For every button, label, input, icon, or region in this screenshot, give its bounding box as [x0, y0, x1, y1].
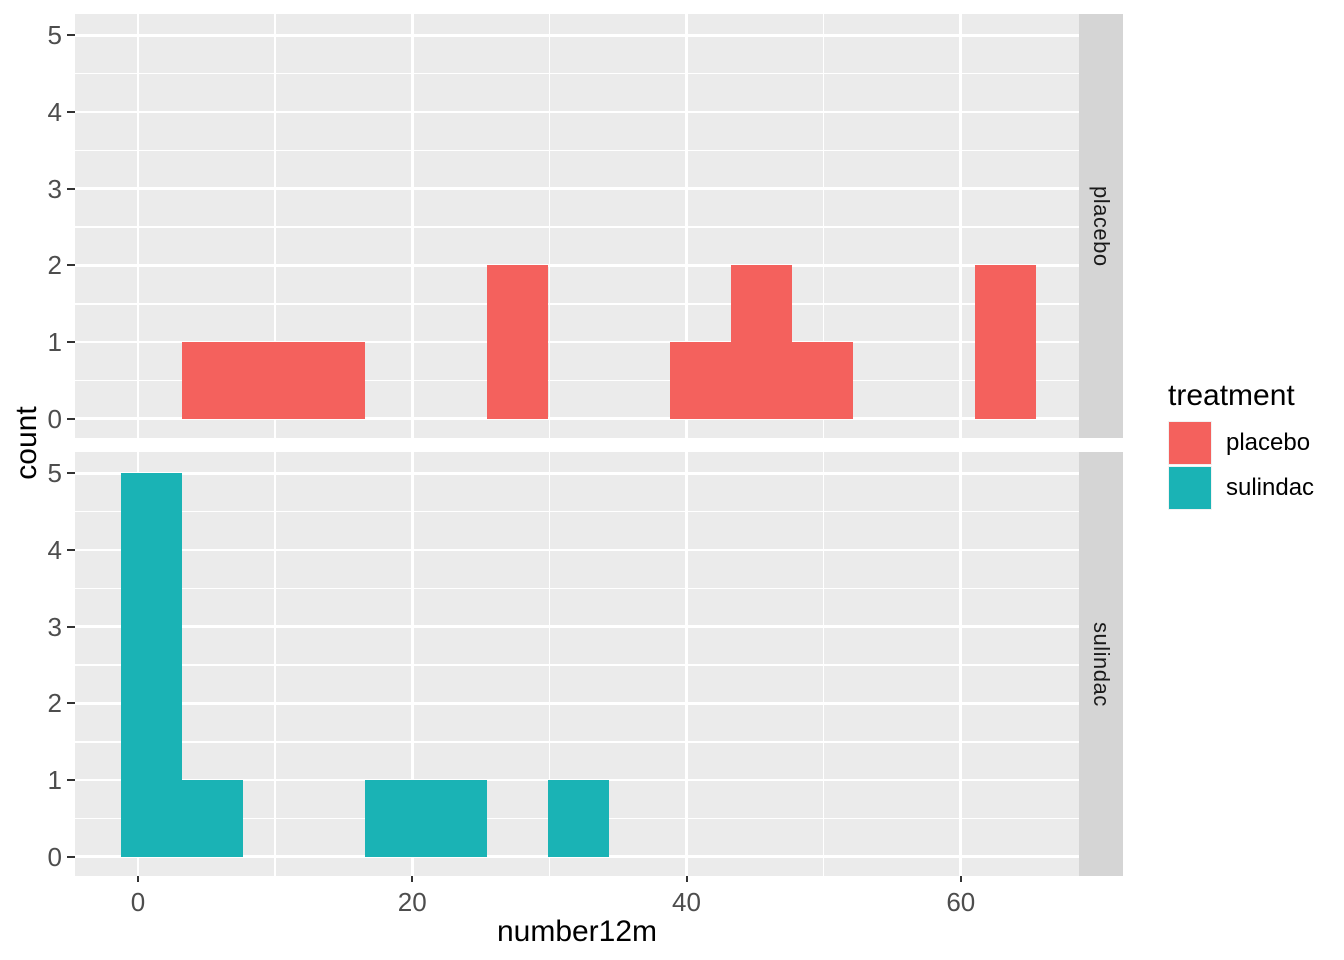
y-tick-mark [67, 111, 75, 114]
y-tick-label: 4 [47, 535, 62, 566]
facet-strip-sulindac: sulindac [1079, 452, 1123, 876]
y-axis-title: count [10, 406, 43, 480]
y-tick-mark [67, 472, 75, 475]
x-tick-mark [136, 876, 139, 882]
gridline-major-x [959, 14, 963, 438]
gridline-minor-x [274, 14, 276, 438]
gridline-major-y [75, 548, 1079, 552]
gridline-minor-y [75, 741, 1079, 743]
y-tick-mark [67, 779, 75, 782]
gridline-major-y [75, 110, 1079, 114]
gridline-major-x [410, 452, 414, 876]
legend-key-placebo [1168, 420, 1212, 465]
legend-swatch-placebo [1169, 421, 1211, 464]
y-tick-label: 4 [47, 97, 62, 128]
histogram-bar [181, 780, 243, 857]
y-tick-label: 5 [47, 20, 62, 51]
facet-strip-label: sulindac [1089, 621, 1114, 707]
histogram-bar [120, 473, 182, 857]
gridline-major-x [685, 452, 688, 876]
gridline-major-y [75, 34, 1079, 37]
gridline-minor-x [548, 452, 551, 876]
histogram-bar [181, 342, 243, 419]
y-tick-mark [67, 855, 75, 858]
y-tick-label: 0 [47, 841, 62, 872]
y-tick-label: 1 [47, 327, 62, 358]
gridline-minor-x [822, 14, 825, 438]
gridline-minor-y [75, 303, 1079, 305]
legend-item-placebo: placebo [1168, 420, 1314, 465]
histogram-bar [975, 265, 1037, 419]
y-tick-label: 5 [47, 458, 62, 489]
y-tick-mark [67, 625, 75, 628]
histogram-bar [792, 342, 854, 419]
gridline-major-y [75, 264, 1079, 267]
legend: treatment placebo sulindac [1168, 381, 1314, 510]
gridline-minor-y [75, 149, 1079, 152]
y-tick-mark [67, 187, 75, 190]
y-tick-label: 3 [47, 611, 62, 642]
gridline-major-y [75, 417, 1079, 421]
gridline-minor-y [75, 226, 1079, 228]
x-tick-label: 0 [130, 887, 146, 917]
x-axis-title: number12m [496, 915, 658, 948]
gridline-major-x [410, 14, 414, 438]
histogram-bar [547, 780, 609, 857]
gridline-minor-x [548, 14, 551, 438]
histogram-bar [242, 342, 304, 419]
y-tick-mark [67, 34, 75, 37]
gridline-minor-x [274, 452, 276, 876]
y-tick-mark [67, 549, 75, 552]
y-tick-label: 2 [47, 250, 62, 281]
histogram-bar [670, 342, 732, 419]
y-tick-mark [67, 702, 75, 705]
gridline-minor-x [822, 452, 825, 876]
gridline-minor-y [75, 587, 1079, 590]
x-tick-label: 60 [946, 887, 976, 917]
y-tick-mark [67, 417, 75, 420]
histogram-bar [731, 265, 793, 419]
x-tick-label: 40 [672, 887, 701, 917]
gridline-major-y [75, 625, 1079, 629]
x-tick-mark [685, 876, 688, 882]
y-tick-mark [67, 264, 75, 267]
gridline-minor-y [75, 73, 1079, 75]
x-tick-mark [411, 876, 414, 882]
legend-title: treatment [1168, 379, 1295, 412]
facet-panel-sulindac [75, 452, 1079, 876]
histogram-bar [486, 265, 548, 419]
y-tick-label: 1 [47, 765, 62, 796]
facet-strip-label: placebo [1089, 185, 1114, 267]
legend-item-sulindac: sulindac [1168, 465, 1314, 510]
y-tick-label: 3 [47, 173, 62, 204]
facet-panel-placebo [75, 14, 1079, 438]
gridline-minor-y [75, 511, 1079, 513]
gridline-major-x [136, 14, 140, 438]
facet-strip-placebo: placebo [1079, 14, 1123, 438]
histogram-bar [364, 780, 426, 857]
y-tick-mark [67, 341, 75, 344]
gridline-minor-y [75, 664, 1079, 666]
gridline-major-y [75, 702, 1079, 705]
gridline-major-x [959, 452, 963, 876]
y-tick-label: 0 [47, 403, 62, 434]
x-tick-mark [959, 876, 962, 882]
histogram-bar [303, 342, 365, 419]
gridline-minor-y [75, 379, 1079, 382]
legend-swatch-sulindac [1169, 466, 1211, 509]
histogram-bar [425, 780, 487, 857]
x-tick-label: 20 [397, 887, 427, 917]
gridline-major-y [75, 472, 1079, 475]
gridline-major-y [75, 778, 1079, 782]
gridline-major-x [685, 14, 688, 438]
gridline-major-y [75, 340, 1079, 344]
y-tick-label: 2 [47, 688, 62, 719]
legend-key-sulindac [1168, 465, 1212, 510]
legend-item-label: placebo [1226, 428, 1311, 456]
legend-item-label: sulindac [1226, 473, 1315, 501]
gridline-major-y [75, 187, 1079, 191]
